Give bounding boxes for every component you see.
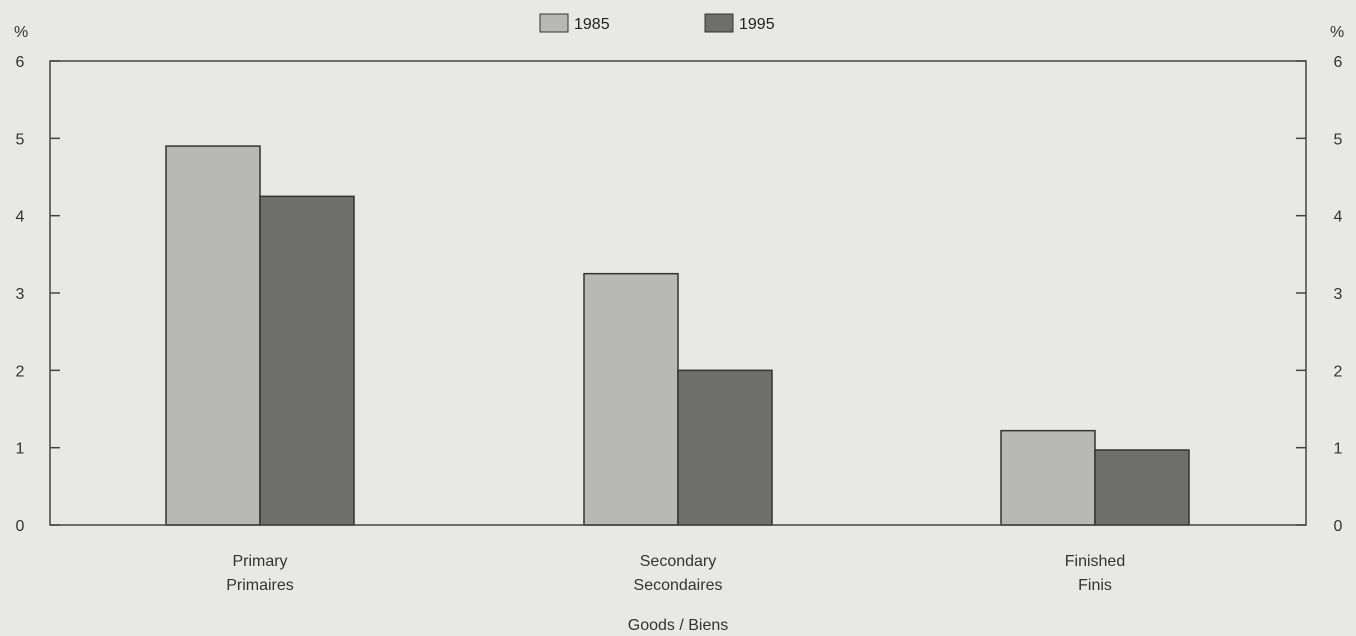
y-tick-label-left: 3 (16, 286, 25, 303)
bar-1985-secondary (583, 272, 679, 526)
legend-swatch-1985 (539, 13, 569, 33)
y-tick-label-right: 3 (1334, 286, 1343, 303)
y-tick-label-right: 5 (1334, 131, 1343, 148)
y-tick-label-right: 0 (1334, 518, 1343, 535)
legend: 1985 1995 (539, 13, 775, 33)
x-axis-title: Goods / Biens (628, 617, 729, 634)
category-labels: Primary Primaires Secondary Secondaires Fini… (226, 553, 1125, 594)
bar-1985-primary (165, 145, 261, 526)
y-axis-unit-right: % (1330, 24, 1344, 41)
category-label-fr: Secondaires (634, 577, 723, 594)
y-tick-label-right: 2 (1334, 363, 1343, 380)
bars (165, 145, 1190, 526)
y-tick-label-left: 0 (16, 518, 25, 535)
category-label-en: Secondary (640, 553, 717, 570)
plot-frame (49, 60, 1307, 526)
bar-1995-primary (259, 195, 355, 526)
y-tick-label-left: 2 (16, 363, 25, 380)
y-axis-ticks: 0 0 1 1 2 2 3 3 4 4 5 5 6 6 (16, 54, 1343, 535)
legend-swatch-1995 (704, 13, 734, 33)
y-tick-label-left: 5 (16, 131, 25, 148)
category-label-fr: Finis (1078, 577, 1112, 594)
y-axis-unit-left: % (14, 24, 28, 41)
y-tick-label-left: 4 (16, 209, 25, 226)
category-label-en: Finished (1065, 553, 1125, 570)
legend-label-1995: 1995 (739, 16, 775, 33)
bar-1995-finished (1094, 449, 1190, 526)
y-tick-label-left: 6 (16, 54, 25, 71)
category-label-fr: Primaires (226, 577, 294, 594)
y-tick-label-right: 6 (1334, 54, 1343, 71)
category-label-en: Primary (232, 553, 287, 570)
bar-1985-finished (1000, 429, 1096, 526)
bar-1995-secondary (677, 369, 773, 526)
y-tick-label-left: 1 (16, 441, 25, 458)
y-tick-label-right: 1 (1334, 441, 1343, 458)
y-tick-label-right: 4 (1334, 209, 1343, 226)
legend-label-1985: 1985 (574, 16, 610, 33)
